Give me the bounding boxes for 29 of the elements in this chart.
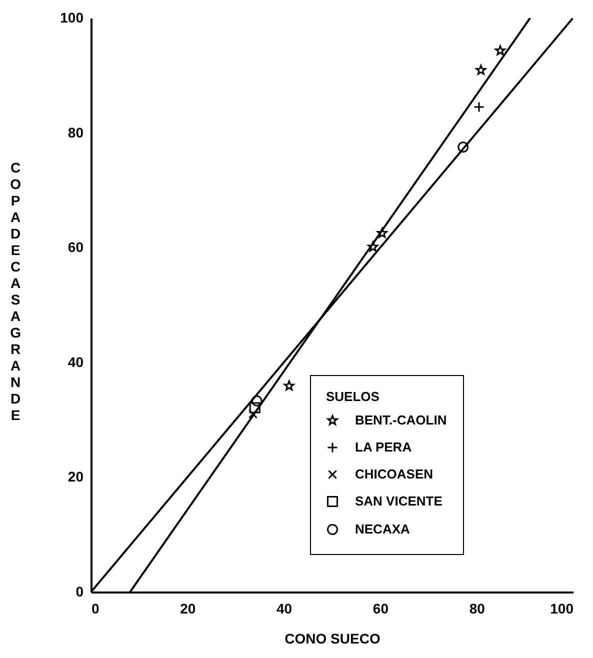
y-tick-label: 60: [68, 239, 84, 256]
y-tick-label: 80: [68, 124, 84, 140]
y-tick-label: 100: [60, 10, 84, 26]
legend-label: NECAXA: [355, 522, 411, 536]
legend-title: SUELOS: [326, 389, 380, 404]
point: [251, 395, 262, 406]
point: [458, 142, 469, 153]
point: [476, 64, 486, 75]
y-tick-label: 20: [68, 468, 84, 485]
x-axis-title: CONO SUECO: [284, 630, 380, 646]
legend-label: BENT.-CAOLIN: [355, 412, 447, 428]
x-tick-label: 40: [276, 600, 292, 616]
x-tick-label: 60: [372, 600, 389, 616]
x-tick-label: 100: [550, 600, 574, 616]
x-tick-label: 0: [92, 600, 100, 616]
legend-label: SAN VICENTE: [355, 494, 443, 508]
point: [376, 228, 388, 238]
point: [284, 380, 294, 391]
point: [248, 410, 258, 419]
y-tick-label: 40: [68, 354, 84, 370]
legend-label: CHICOASEN: [355, 466, 434, 482]
text: COPA DE CASAGRANDE: [10, 160, 21, 423]
point: [368, 242, 378, 252]
x-tick-label: 20: [180, 600, 196, 616]
point: [249, 402, 260, 414]
y-tick-label: 0: [76, 584, 84, 600]
x-tick-label: 80: [469, 600, 486, 616]
point: [494, 45, 506, 56]
legend-label: LA PERA: [355, 440, 412, 454]
